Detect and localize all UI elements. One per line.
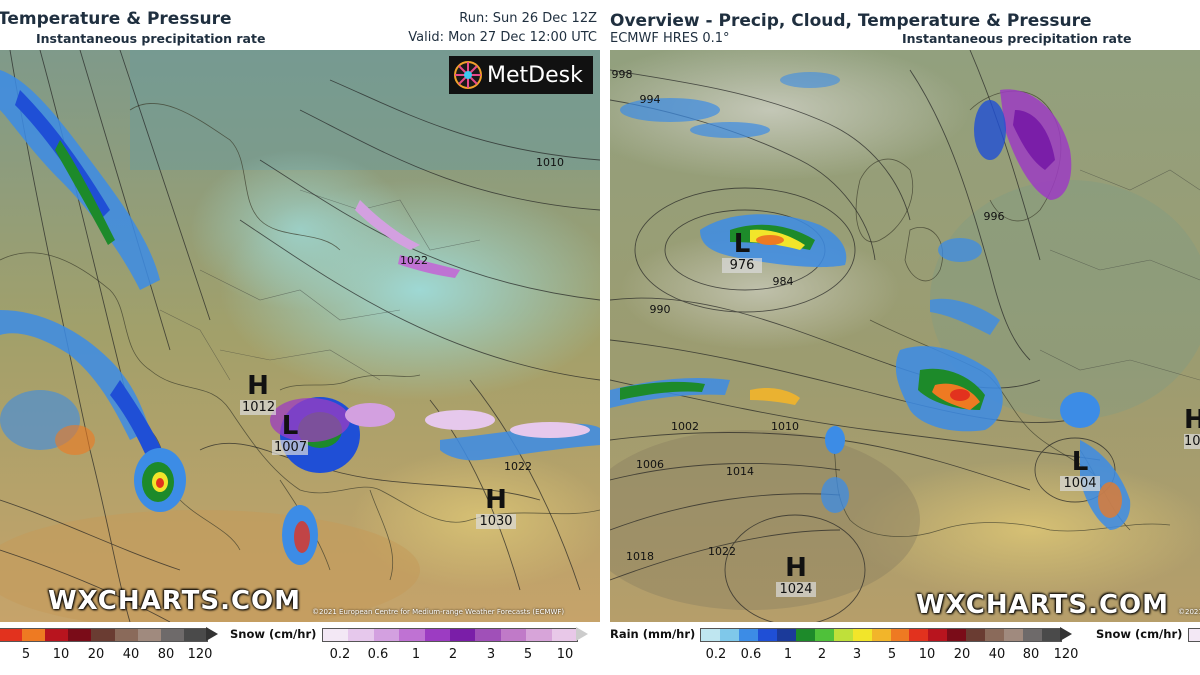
right-rain-scale	[700, 628, 1062, 642]
right-snow-scale	[1188, 628, 1200, 642]
right-map-panel: Overview - Precip, Cloud, Temperature & …	[610, 0, 1200, 675]
right-copyright: ©2021	[1178, 608, 1200, 616]
left-watermark: WXCHARTS.COM	[48, 586, 302, 616]
left-map-panel: Temperature & Pressure Instantaneous pre…	[0, 0, 600, 662]
right-rain-label: Rain (mm/hr)	[610, 627, 696, 641]
left-snow-scale-arrow	[576, 627, 588, 641]
right-pressure-center: H 1024	[776, 554, 816, 597]
metdesk-logo: MetDesk	[449, 56, 593, 94]
left-pressure-center: L 1007	[272, 411, 308, 455]
right-subtitle: Instantaneous precipitation rate	[902, 31, 1132, 46]
left-copyright: ©2021 European Centre for Medium-range W…	[312, 608, 565, 616]
right-snow-label: Snow (cm/hr)	[1096, 627, 1183, 641]
left-precipitation	[0, 70, 600, 565]
panel-divider	[600, 0, 610, 675]
right-precipitation	[610, 72, 1131, 530]
left-pressure-center: H 1030	[476, 486, 516, 529]
isobar-label: 1022	[504, 460, 532, 473]
right-title: Overview - Precip, Cloud, Temperature & …	[610, 11, 1092, 31]
right-map-graphic	[610, 50, 1200, 622]
right-rain-scale-arrow	[1060, 627, 1072, 641]
right-watermark: WXCHARTS.COM	[916, 590, 1170, 620]
right-pressure-center: L 976	[722, 230, 762, 273]
right-model: ECMWF HRES 0.1°	[610, 31, 730, 46]
metdesk-logo-text: MetDesk	[487, 62, 583, 88]
left-rain-scale-arrow	[206, 627, 218, 641]
left-subtitle: Instantaneous precipitation rate	[36, 31, 266, 46]
left-weather-map: 1010 1022 1022 H 1012 L 1007 H 1030 WXCH…	[0, 50, 600, 622]
right-weather-map: 998 994 990 984 1002 1006 1010 1014 1018…	[610, 50, 1200, 622]
left-snow-scale	[322, 628, 578, 642]
left-rain-scale	[0, 628, 208, 642]
run-time: Run: Sun 26 Dec 12Z	[459, 11, 597, 26]
left-map-graphic	[0, 50, 600, 622]
isobar-label: 1022	[400, 254, 428, 267]
right-pressure-center: L 1004	[1060, 448, 1100, 491]
right-pressure-center: H 10	[1184, 406, 1200, 449]
right-header: Overview - Precip, Cloud, Temperature & …	[610, 0, 1200, 52]
left-title: Temperature & Pressure	[0, 9, 232, 29]
isobar-label: 1010	[536, 156, 564, 169]
metdesk-logo-icon	[454, 61, 482, 89]
left-isobars	[0, 50, 600, 622]
left-snow-label: Snow (cm/hr)	[230, 627, 317, 641]
left-pressure-center: H 1012	[240, 371, 276, 415]
left-coastlines	[0, 103, 600, 581]
left-header: Temperature & Pressure Instantaneous pre…	[0, 0, 600, 52]
valid-time: Valid: Mon 27 Dec 12:00 UTC	[408, 30, 597, 45]
